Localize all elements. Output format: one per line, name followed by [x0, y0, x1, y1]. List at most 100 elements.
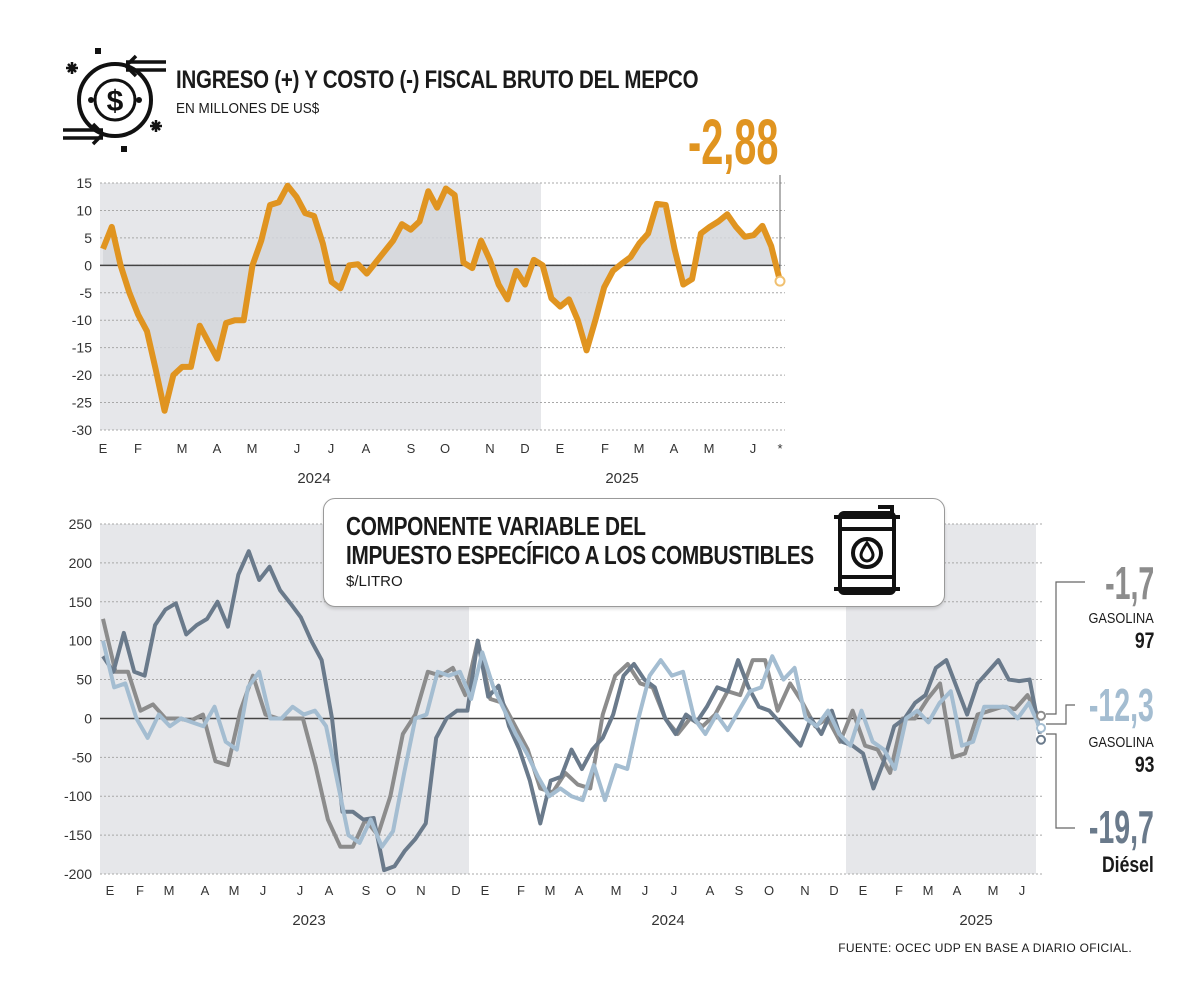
y-tick-label: -100 [64, 788, 92, 804]
gas97-label: GASOLINA [1088, 610, 1154, 627]
chart-title: INGRESO (+) Y COSTO (-) FISCAL BRUTO DEL… [176, 66, 699, 94]
x-month-label: E [106, 883, 115, 898]
y-tick-label: -50 [72, 749, 92, 765]
x-year-label: 2023 [292, 912, 325, 929]
x-year-label: 2025 [605, 470, 638, 487]
y-tick-label: -20 [72, 367, 92, 383]
diesel-label: Diésel [1102, 852, 1154, 877]
x-month-label: M [634, 441, 645, 456]
gas93-label: GASOLINA [1088, 734, 1154, 751]
bottom-title-line2: IMPUESTO ESPECÍFICO A LOS COMBUSTIBLES [346, 540, 814, 570]
gas97-last-value: -1,7 [1104, 557, 1154, 609]
x-month-label: M [923, 883, 934, 898]
x-month-label: D [520, 441, 529, 456]
x-month-label: J [260, 883, 267, 898]
x-month-label: J [671, 883, 678, 898]
x-month-label: D [451, 883, 460, 898]
bottom-title-line1: COMPONENTE VARIABLE DEL [346, 511, 646, 541]
x-month-label: S [735, 883, 744, 898]
x-year-label: 2024 [651, 912, 684, 929]
x-month-label: E [859, 883, 868, 898]
x-month-label: E [99, 441, 108, 456]
x-month-label: J [750, 441, 757, 456]
x-month-label: M [229, 883, 240, 898]
y-tick-label: 50 [76, 672, 92, 688]
y-tick-label: -5 [80, 285, 93, 301]
x-month-label: A [953, 883, 962, 898]
connector-diesel [1046, 733, 1075, 829]
x-month-label: J [328, 441, 335, 456]
x-month-label: E [556, 441, 565, 456]
series-line-mepco [100, 182, 783, 414]
y-tick-label: 0 [84, 257, 92, 273]
gas93-last-value: -12,3 [1088, 679, 1154, 731]
x-month-label: O [386, 883, 396, 898]
y-tick-label: 100 [69, 633, 93, 649]
x-month-label: J [297, 883, 304, 898]
bottom-chart-title-box: COMPONENTE VARIABLE DEL IMPUESTO ESPECÍF… [323, 498, 945, 607]
x-year-label: 2024 [297, 470, 330, 487]
x-month-label: M [545, 883, 556, 898]
gas97-number: 97 [1134, 628, 1154, 653]
x-month-label: O [764, 883, 774, 898]
x-month-label: F [895, 883, 903, 898]
series-line-gasolina-93 [101, 640, 1042, 849]
x-month-label: N [800, 883, 809, 898]
y-tick-label: -25 [72, 395, 92, 411]
x-month-label: * [777, 441, 782, 456]
last-point-diesel [1036, 734, 1046, 745]
y-tick-label: -15 [72, 340, 92, 356]
y-tick-label: 5 [84, 230, 92, 246]
fuel-barrel-icon [834, 505, 900, 595]
x-month-label: A [213, 441, 222, 456]
last-point-gasolina-93 [1036, 723, 1046, 734]
x-month-label: A [575, 883, 584, 898]
x-month-label: J [294, 441, 301, 456]
x-month-label: M [164, 883, 175, 898]
y-tick-label: -10 [72, 312, 92, 328]
svg-text:$: $ [107, 85, 124, 118]
gas93-number: 93 [1134, 752, 1154, 777]
x-month-label: F [136, 883, 144, 898]
money-exchange-icon: $ [63, 48, 166, 152]
source-note: FUENTE: OCEC UDP EN BASE A DIARIO OFICIA… [838, 941, 1132, 955]
x-month-label: A [325, 883, 334, 898]
x-month-label: M [611, 883, 622, 898]
x-month-label: J [642, 883, 649, 898]
x-month-label: E [481, 883, 490, 898]
y-tick-label: 200 [69, 555, 93, 571]
x-month-label: A [201, 883, 210, 898]
y-tick-label: 0 [84, 710, 92, 726]
x-month-label: N [485, 441, 494, 456]
y-tick-label: 15 [76, 175, 92, 191]
x-month-label: O [440, 441, 450, 456]
x-month-label: S [407, 441, 416, 456]
y-tick-label: -30 [72, 422, 92, 438]
x-month-label: S [362, 883, 371, 898]
x-month-label: M [177, 441, 188, 456]
y-tick-label: -200 [64, 866, 92, 882]
x-month-label: N [416, 883, 425, 898]
last-point-marker [774, 275, 786, 287]
y-tick-label: -150 [64, 827, 92, 843]
diesel-last-value: -19,7 [1088, 801, 1154, 853]
series-line-diesel [101, 549, 1042, 873]
x-month-label: F [517, 883, 525, 898]
x-month-label: A [362, 441, 371, 456]
x-month-label: J [1019, 883, 1026, 898]
chart-subtitle: EN MILLONES DE US$ [176, 100, 320, 117]
y-tick-label: 250 [69, 516, 93, 532]
x-month-label: M [247, 441, 258, 456]
x-month-label: D [829, 883, 838, 898]
x-month-label: A [670, 441, 679, 456]
y-tick-label: 150 [69, 594, 93, 610]
connector-gas97 [1046, 581, 1085, 715]
highlight-value: -2,88 [688, 106, 779, 178]
area-fill [103, 185, 780, 411]
connector-gas93 [1046, 704, 1075, 725]
x-month-label: M [988, 883, 999, 898]
x-year-label: 2025 [959, 912, 992, 929]
last-point-gasolina-97 [1036, 710, 1046, 721]
x-month-label: F [601, 441, 609, 456]
